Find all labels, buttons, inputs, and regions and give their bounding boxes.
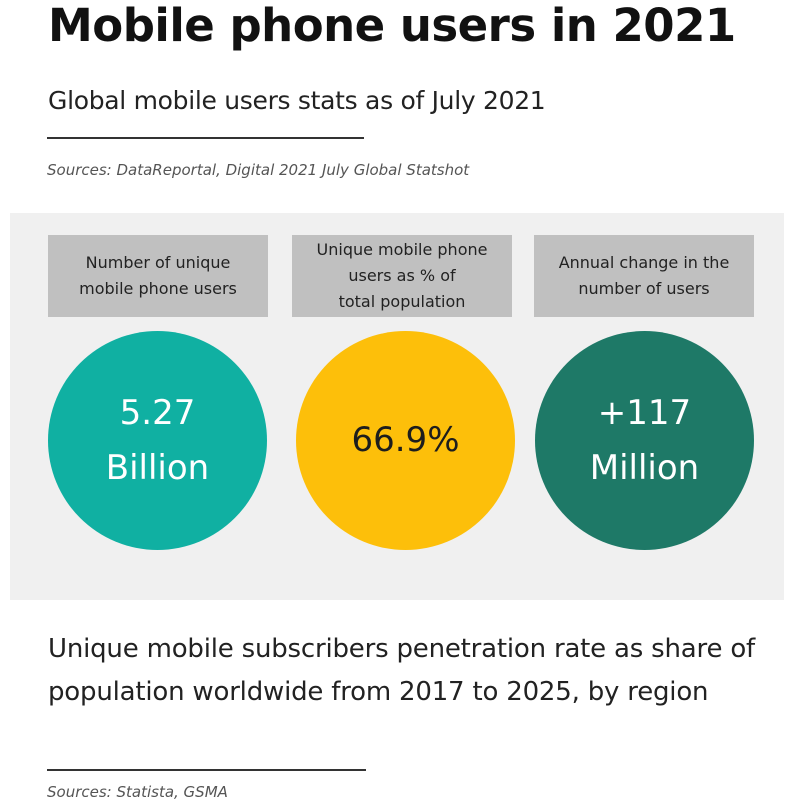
section-heading: Unique mobile subscribers penetration ra… xyxy=(48,634,755,707)
stat-circle-annual-change: +117 Million xyxy=(535,331,754,550)
stat-label-unique-users: Number of unique mobile phone users xyxy=(48,235,268,317)
stat-label-population-share: Unique mobile phone users as % of total … xyxy=(292,235,512,317)
stat-label-text: Annual change in the number of users xyxy=(558,253,730,298)
stat-circle-unique-users: 5.27 Billion xyxy=(48,331,267,550)
stat-value: 5.27 Billion xyxy=(105,392,210,488)
source-note: Sources: DataReportal, Digital 2021 July… xyxy=(47,161,470,179)
stat-label-text: Unique mobile phone users as % of total … xyxy=(316,240,488,311)
stat-label-annual-change: Annual change in the number of users xyxy=(534,235,754,317)
source-note: Sources: Statista, GSMA xyxy=(47,783,228,801)
page-title: Mobile phone users in 2021 xyxy=(48,0,736,52)
divider xyxy=(47,769,366,771)
divider xyxy=(47,137,364,139)
page-subtitle: Global mobile users stats as of July 202… xyxy=(48,86,546,115)
stat-label-text: Number of unique mobile phone users xyxy=(79,253,237,298)
stats-panel: Number of unique mobile phone users Uniq… xyxy=(10,213,784,600)
stat-value: +117 Million xyxy=(589,392,700,488)
stat-circle-population-share: 66.9% xyxy=(296,331,515,550)
stat-value: 66.9% xyxy=(351,420,460,460)
